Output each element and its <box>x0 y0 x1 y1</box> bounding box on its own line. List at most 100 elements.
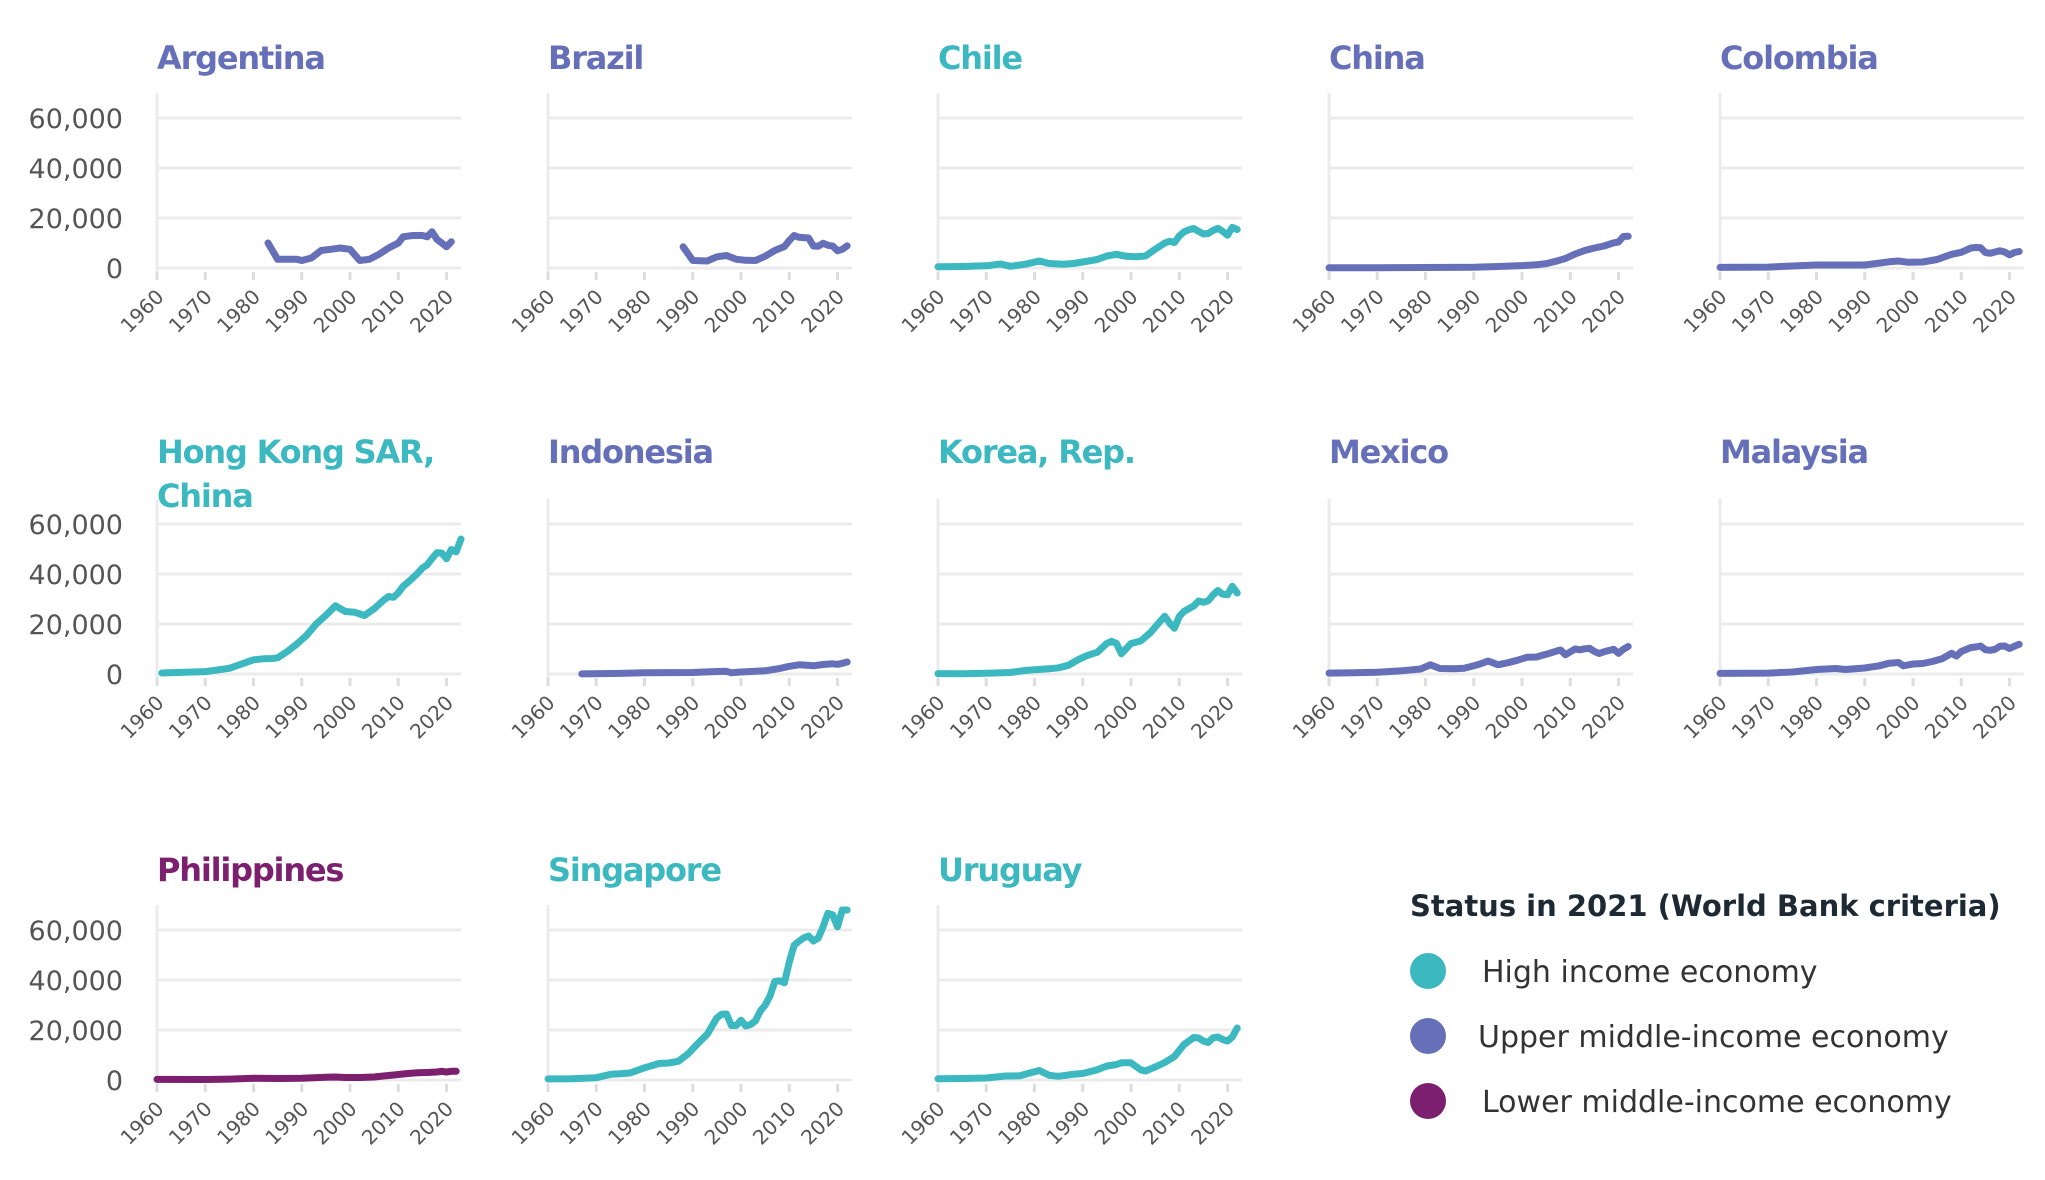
x-tick-label: 1980 <box>212 691 265 744</box>
x-tick-label: 2010 <box>748 691 801 744</box>
series-line <box>578 658 851 678</box>
x-tick-label: 1990 <box>260 285 313 338</box>
x-tick-label: 2020 <box>1577 691 1630 744</box>
x-tick-label: 2000 <box>309 691 362 744</box>
x-tick-label: 1970 <box>945 691 998 744</box>
legend: Status in 2021 (World Bank criteria) High… <box>1410 889 2001 1120</box>
series-line <box>679 232 851 265</box>
x-tick-label: 2020 <box>1577 285 1630 338</box>
panel-title: Mexico <box>1329 433 1448 471</box>
x-tick-label: 2020 <box>1186 285 1239 338</box>
panel-title: Chile <box>938 39 1022 77</box>
x-tick-label: 1960 <box>897 691 950 744</box>
x-tick-label: 2010 <box>1138 691 1191 744</box>
x-tick-label: 2020 <box>405 1097 458 1150</box>
y-tick-label: 20,000 <box>29 1016 123 1047</box>
x-tick-label: 2020 <box>1968 285 2021 338</box>
legend-label-upper: Upper middle-income economy <box>1478 1020 1949 1055</box>
x-tick-label: 2000 <box>1481 285 1534 338</box>
panel-philippines: 60,00040,00020,0000196019701980199020002… <box>29 851 461 1150</box>
series-line <box>264 228 455 264</box>
legend-title: Status in 2021 (World Bank criteria) <box>1410 889 2001 923</box>
x-tick-label: 1980 <box>993 1097 1046 1150</box>
x-tick-label: 2010 <box>1529 285 1582 338</box>
y-tick-label: 40,000 <box>29 966 123 997</box>
x-tick-label: 2010 <box>357 285 410 338</box>
x-tick-label: 2020 <box>1186 691 1239 744</box>
x-tick-label: 2010 <box>357 1097 410 1150</box>
panel-title: Argentina <box>157 39 325 77</box>
x-tick-label: 2010 <box>1138 285 1191 338</box>
y-tick-label: 40,000 <box>29 560 123 591</box>
x-tick-label: 1990 <box>651 285 704 338</box>
x-tick-label: 2010 <box>1529 691 1582 744</box>
x-tick-label: 1960 <box>1679 285 1732 338</box>
x-tick-label: 1960 <box>116 691 169 744</box>
y-tick-label: 60,000 <box>29 510 123 541</box>
series-line <box>1325 232 1632 272</box>
x-tick-label: 2020 <box>405 691 458 744</box>
x-tick-label: 1990 <box>651 1097 704 1150</box>
x-tick-label: 1970 <box>164 285 217 338</box>
legend-label-lower: Lower middle-income economy <box>1482 1085 1952 1120</box>
x-tick-label: 2010 <box>748 1097 801 1150</box>
x-tick-label: 1970 <box>1727 285 1780 338</box>
x-tick-label: 1990 <box>1823 691 1876 744</box>
x-tick-label: 1980 <box>212 285 265 338</box>
x-tick-label: 2010 <box>1920 285 1973 338</box>
x-tick-label: 2000 <box>1872 285 1925 338</box>
x-tick-label: 2020 <box>1186 1097 1239 1150</box>
x-tick-label: 1980 <box>1775 285 1828 338</box>
x-tick-label: 2000 <box>700 285 753 338</box>
x-tick-label: 2000 <box>700 1097 753 1150</box>
x-tick-label: 2010 <box>1920 691 1973 744</box>
x-tick-label: 2010 <box>748 285 801 338</box>
x-tick-label: 2020 <box>796 1097 849 1150</box>
panel-title: Indonesia <box>548 433 713 471</box>
series-line <box>1716 640 2023 677</box>
panel-title: Singapore <box>548 851 721 889</box>
series-line <box>158 535 465 677</box>
x-tick-label: 2000 <box>1090 691 1143 744</box>
x-tick-label: 1960 <box>897 1097 950 1150</box>
x-tick-label: 1970 <box>1336 285 1389 338</box>
x-tick-label: 1990 <box>260 1097 313 1150</box>
x-tick-label: 1960 <box>507 691 560 744</box>
x-tick-label: 1970 <box>1727 691 1780 744</box>
x-tick-label: 2000 <box>700 691 753 744</box>
x-tick-label: 2000 <box>309 1097 362 1150</box>
series-line <box>934 223 1241 271</box>
series-line <box>153 1067 460 1083</box>
x-tick-label: 1960 <box>1679 691 1732 744</box>
x-tick-label: 1970 <box>1336 691 1389 744</box>
x-tick-label: 1970 <box>945 1097 998 1150</box>
x-tick-label: 1990 <box>1041 285 1094 338</box>
x-tick-label: 1980 <box>1775 691 1828 744</box>
x-tick-label: 1990 <box>1041 691 1094 744</box>
x-tick-label: 1970 <box>164 691 217 744</box>
y-tick-label: 0 <box>106 1066 123 1097</box>
panel-title: Hong Kong SAR, China <box>157 433 434 515</box>
legend-swatch-high <box>1410 953 1446 989</box>
x-tick-label: 2020 <box>796 691 849 744</box>
panel-hong: 60,00040,00020,0000196019701980199020002… <box>29 433 465 744</box>
x-tick-label: 2010 <box>1138 1097 1191 1150</box>
x-tick-label: 2000 <box>1090 285 1143 338</box>
panel-title: Korea, Rep. <box>938 433 1135 471</box>
y-tick-label: 40,000 <box>29 154 123 185</box>
x-tick-label: 1960 <box>116 285 169 338</box>
x-tick-label: 1980 <box>993 285 1046 338</box>
panel-argentina: 60,00040,00020,0000196019701980199020002… <box>29 39 461 338</box>
x-tick-label: 1960 <box>1288 285 1341 338</box>
x-tick-label: 1980 <box>993 691 1046 744</box>
x-tick-label: 1960 <box>507 285 560 338</box>
y-tick-label: 20,000 <box>29 610 123 641</box>
